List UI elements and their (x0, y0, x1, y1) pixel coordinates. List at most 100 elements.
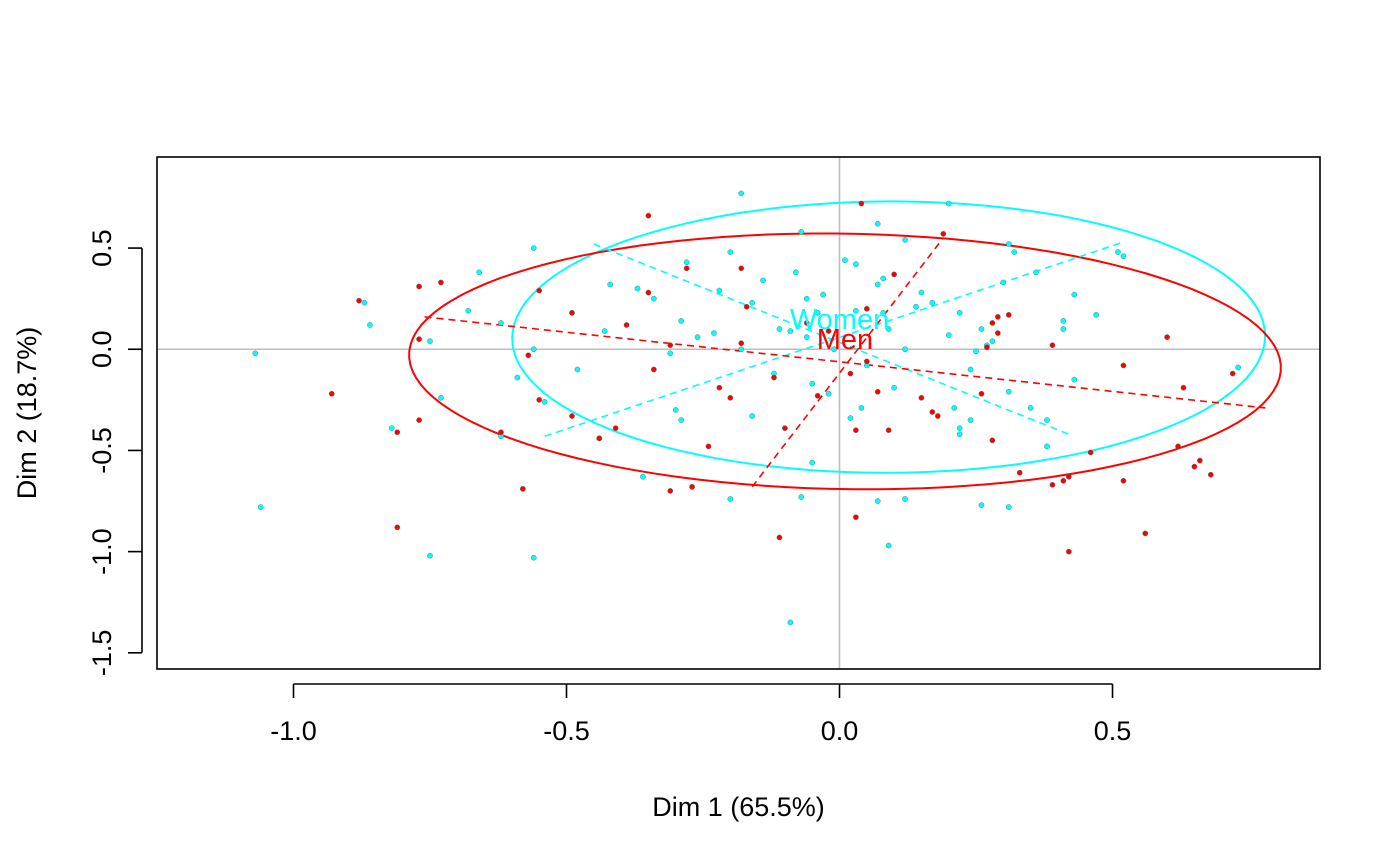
men-point (536, 397, 543, 403)
women-point (427, 552, 433, 559)
y-axis-title: Dim 2 (18.7%) (12, 327, 42, 500)
men-point (438, 279, 444, 286)
women-point (651, 295, 657, 302)
men-point (874, 388, 881, 395)
men-point (416, 336, 422, 342)
women-point (667, 350, 674, 357)
women-point (847, 415, 854, 421)
men-point (596, 435, 603, 442)
men-point (989, 437, 996, 444)
women-label: Women (790, 304, 889, 336)
men-point (1016, 469, 1023, 476)
men-point (1120, 362, 1127, 369)
men-point (1229, 370, 1236, 377)
x-tick-label: 0.0 (821, 716, 859, 746)
women-point (727, 249, 734, 255)
x-tick-label: -1.0 (270, 716, 317, 746)
women-point (727, 496, 734, 502)
women-point (749, 413, 755, 419)
women-point (1060, 318, 1067, 324)
women-point (967, 417, 974, 423)
data-points (252, 190, 1241, 626)
women-point (874, 498, 881, 504)
men-point (612, 425, 619, 431)
men-point (667, 488, 674, 494)
women-point (1044, 417, 1050, 423)
men-point (651, 366, 657, 373)
men-point (1191, 463, 1198, 470)
women-point (738, 190, 745, 197)
women-point (776, 326, 783, 332)
men-point (1049, 482, 1056, 488)
women-point (1005, 388, 1012, 395)
women-point (607, 281, 613, 288)
women-point (541, 399, 548, 405)
men-point (645, 289, 652, 296)
women-point (465, 308, 472, 314)
men-point (978, 390, 985, 397)
men-point (569, 310, 575, 316)
women-point (874, 281, 881, 288)
men-point (645, 212, 652, 219)
women-point (825, 390, 832, 397)
men-point (1164, 334, 1170, 340)
men-point (803, 320, 810, 326)
women-point (973, 348, 979, 355)
men-point (891, 271, 897, 278)
women-point (1071, 291, 1078, 298)
women-point (1120, 253, 1127, 259)
y-tick-label: -1.0 (87, 528, 117, 575)
x-axis: -1.0 -0.5 0.0 0.5 (270, 683, 1132, 746)
women-point (1005, 241, 1012, 247)
women-point (853, 261, 859, 268)
men-point (885, 427, 892, 434)
men-axis-segment (751, 237, 944, 488)
women-point (1235, 364, 1241, 371)
women-axis-segment (544, 241, 1124, 438)
women-point (793, 269, 799, 276)
women-point (798, 494, 805, 500)
women-point (945, 332, 952, 338)
men-point (1197, 457, 1203, 464)
women-point (640, 473, 646, 480)
women-point (978, 502, 985, 508)
women-point (1115, 249, 1121, 255)
men-point (847, 370, 854, 377)
men-point (776, 534, 783, 541)
men-point (738, 265, 745, 272)
men-point (858, 200, 865, 207)
women-point (798, 229, 805, 235)
x-tick-label: -0.5 (543, 716, 590, 746)
y-axis: -1.5 -1.0 -0.5 0.0 0.5 (87, 229, 143, 676)
y-tick-label: 0.0 (87, 330, 117, 368)
women-point (1033, 269, 1039, 276)
men-point (716, 384, 723, 391)
women-point (956, 310, 963, 316)
women-point (842, 257, 848, 264)
men-point (918, 395, 925, 401)
men-point (1207, 471, 1214, 478)
men-point (667, 342, 674, 349)
women-point (902, 237, 908, 243)
women-point (1093, 312, 1099, 318)
women-point (956, 425, 963, 431)
women-point (874, 220, 881, 227)
men-point (814, 392, 821, 399)
women-point (574, 366, 581, 373)
women-point (820, 291, 826, 298)
men-point (683, 265, 690, 272)
x-tick-label: 0.5 (1094, 716, 1132, 746)
men-point (416, 417, 422, 423)
women-point (858, 405, 865, 411)
men-point (623, 322, 630, 328)
women-point (978, 326, 985, 332)
women-point (738, 346, 745, 353)
reference-lines (157, 157, 1320, 669)
men-point (853, 427, 859, 434)
women-axis-segment (593, 243, 1070, 435)
women-point (1005, 504, 1012, 510)
men-point (1175, 443, 1181, 450)
women-point (760, 277, 766, 284)
men-point (536, 287, 543, 294)
women-point (252, 350, 259, 357)
